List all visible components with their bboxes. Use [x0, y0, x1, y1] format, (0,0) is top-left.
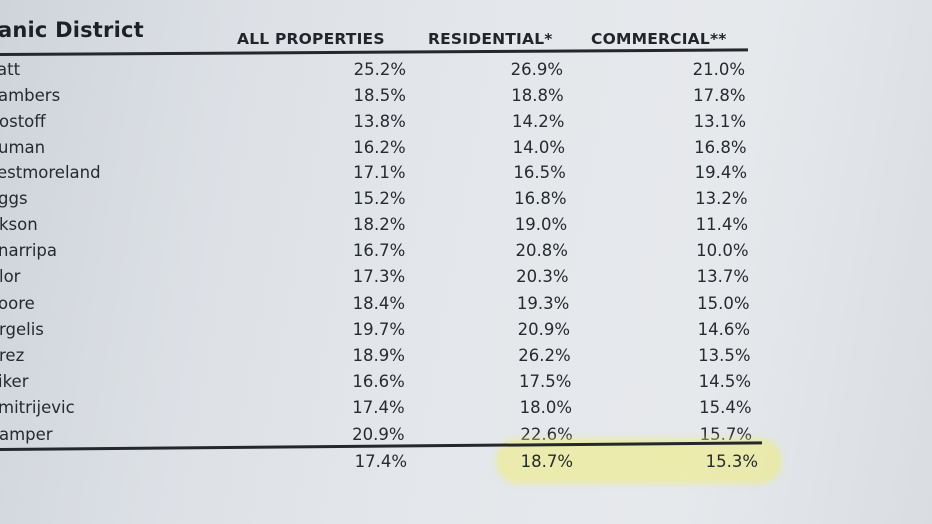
cell-all-properties: 16.2% [353, 138, 406, 157]
table-row: rgelis 19.7% 20.9% 14.6% [0, 320, 932, 346]
cell-commercial: 19.4% [694, 163, 747, 182]
row-name: amper [0, 425, 53, 444]
district-title: anic District [0, 18, 144, 42]
table-row: att 25.2% 26.9% 21.0% [0, 60, 932, 86]
header-all-properties: ALL PROPERTIES [237, 30, 385, 48]
row-name: rgelis [0, 320, 44, 339]
row-name: ostoff [0, 112, 46, 131]
row-name: iker [0, 372, 29, 391]
table-row: ggs 15.2% 16.8% 13.2% [0, 189, 932, 215]
cell-all-properties: 15.2% [353, 189, 406, 208]
cell-commercial: 13.7% [696, 267, 749, 286]
cell-residential: 16.5% [513, 163, 566, 182]
cell-commercial: 15.4% [699, 398, 752, 417]
row-name: uman [0, 138, 46, 157]
table-row: ambers 18.5% 18.8% 17.8% [0, 86, 932, 112]
cell-all-properties: 17.1% [353, 163, 406, 182]
row-name: estmoreland [0, 163, 101, 182]
total-residential: 18.7% [520, 452, 573, 471]
row-name: ambers [0, 86, 61, 105]
cell-commercial: 17.8% [693, 86, 746, 105]
cell-all-properties: 20.9% [352, 425, 405, 444]
cell-residential: 18.8% [511, 86, 564, 105]
row-name: ggs [0, 189, 28, 208]
row-name: mitrijevic [0, 398, 75, 417]
cell-residential: 16.8% [514, 189, 567, 208]
table-row: ostoff 13.8% 14.2% 13.1% [0, 112, 932, 138]
total-all-properties: 17.4% [354, 452, 407, 471]
cell-residential: 18.0% [519, 398, 573, 417]
cell-all-properties: 17.4% [352, 398, 405, 417]
cell-commercial: 16.8% [694, 138, 747, 157]
row-name: lor [0, 267, 21, 286]
cell-commercial: 11.4% [695, 215, 748, 234]
cell-all-properties: 13.8% [353, 112, 406, 131]
cell-all-properties: 17.3% [352, 267, 406, 286]
cell-commercial: 15.0% [697, 294, 750, 313]
cell-all-properties: 19.7% [352, 320, 405, 339]
cell-commercial: 14.6% [697, 320, 750, 339]
cell-all-properties: 16.7% [352, 241, 406, 260]
cell-residential: 14.2% [511, 112, 565, 131]
cell-residential: 26.2% [518, 346, 571, 365]
row-name: narripa [0, 241, 58, 260]
table-row: mitrijevic 17.4% 18.0% 15.4% [0, 398, 932, 424]
table-row: rez 18.9% 26.2% 13.5% [0, 346, 932, 372]
cell-residential: 20.9% [517, 320, 570, 339]
cell-residential: 14.0% [512, 138, 566, 157]
cell-residential: 19.0% [514, 215, 568, 234]
table-row: iker 16.6% 17.5% 14.5% [0, 372, 932, 398]
table-row: narripa 16.7% 20.8% 10.0% [0, 241, 932, 267]
row-name: kson [0, 215, 38, 234]
header-commercial: COMMERCIAL** [591, 30, 727, 48]
cell-all-properties: 18.4% [352, 294, 406, 313]
table-row: kson 18.2% 19.0% 11.4% [0, 215, 932, 241]
table-row: estmoreland 17.1% 16.5% 19.4% [0, 163, 932, 189]
cell-residential: 17.5% [518, 372, 572, 391]
table-row: lor 17.3% 20.3% 13.7% [0, 267, 932, 293]
row-name: rez [0, 346, 25, 365]
cell-commercial: 13.1% [693, 112, 746, 131]
cell-commercial: 14.5% [698, 372, 751, 391]
cell-all-properties: 18.9% [352, 346, 405, 365]
header-residential: RESIDENTIAL* [428, 30, 553, 48]
cell-all-properties: 25.2% [353, 60, 406, 79]
cell-residential: 20.3% [516, 267, 569, 286]
cell-commercial: 10.0% [696, 241, 749, 260]
cell-commercial: 13.2% [695, 189, 748, 208]
table-row: uman 16.2% 14.0% 16.8% [0, 138, 932, 164]
cell-commercial: 21.0% [692, 60, 745, 79]
cell-residential: 26.9% [510, 60, 563, 79]
cell-all-properties: 16.6% [352, 372, 405, 391]
row-name: att [0, 60, 21, 79]
row-name: oore [0, 294, 35, 313]
cell-all-properties: 18.5% [353, 86, 406, 105]
cell-commercial: 13.5% [698, 346, 751, 365]
cell-residential: 20.8% [515, 241, 568, 260]
header-rule [0, 48, 748, 56]
total-commercial: 15.3% [705, 452, 758, 471]
totals-row: 17.4% 18.7% 15.3% [0, 452, 932, 478]
cell-residential: 19.3% [516, 294, 570, 313]
cell-all-properties: 18.2% [352, 215, 406, 234]
table-row: oore 18.4% 19.3% 15.0% [0, 294, 932, 320]
